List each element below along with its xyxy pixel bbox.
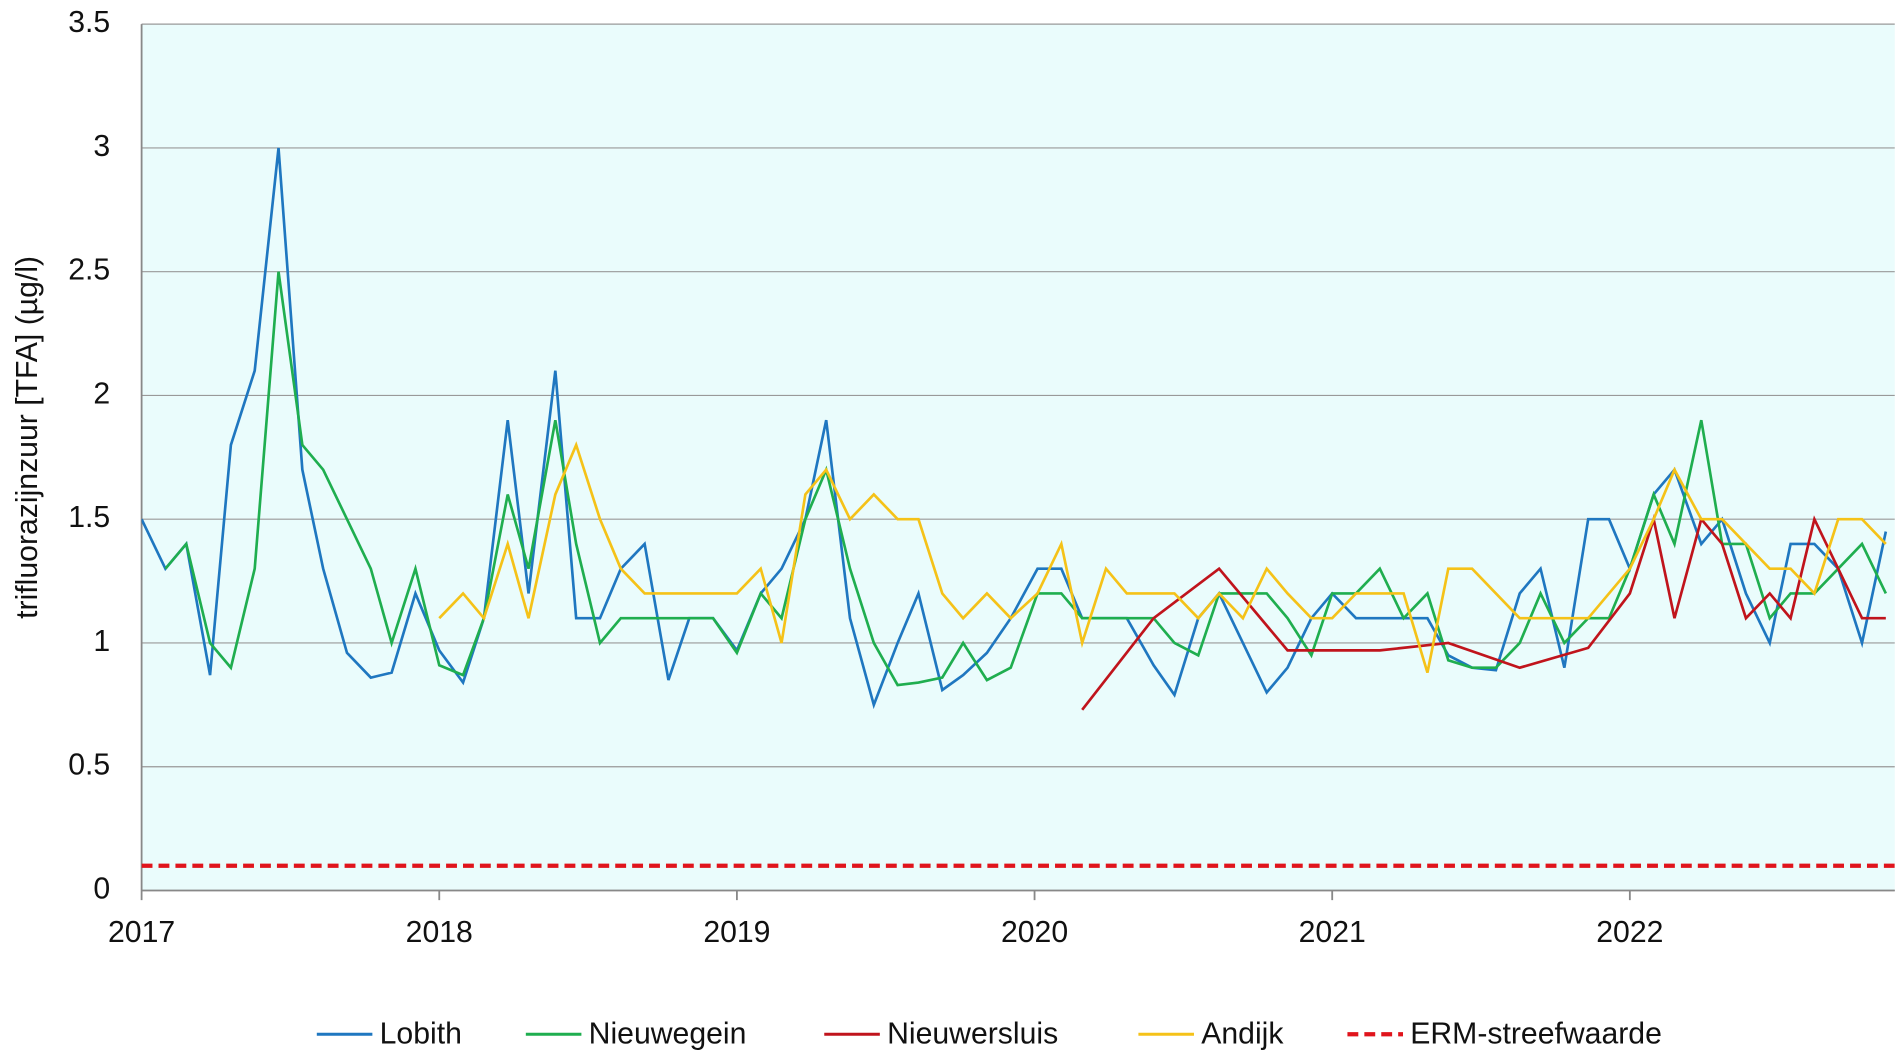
plot-background xyxy=(141,24,1895,891)
x-tick-label: 2022 xyxy=(1596,916,1663,949)
lines xyxy=(141,147,1895,868)
legend-label: Nieuwegein xyxy=(589,1017,747,1050)
legend-label: Andijk xyxy=(1201,1017,1284,1050)
x-tick-label: 2018 xyxy=(406,916,473,949)
x-tick-label: 2017 xyxy=(108,916,175,949)
y-axis-label: trifluorazijnzuur [TFA] (µg/l) xyxy=(11,256,44,619)
legend-label: ERM-streefwaarde xyxy=(1410,1017,1662,1050)
legend: Lobith Nieuwegein Nieuwersluis Andijk ERM-st… xyxy=(316,1017,1662,1050)
legend-label: Lobith xyxy=(380,1017,462,1050)
y-tick-label: 3 xyxy=(93,130,110,163)
y-tick-label: 2 xyxy=(93,377,110,410)
series-line xyxy=(1081,514,1886,711)
series-line xyxy=(164,271,1888,687)
x-tick-label: 2019 xyxy=(703,916,770,949)
x-tick-label: 2021 xyxy=(1299,916,1366,949)
y-tick-label: 1.5 xyxy=(68,501,110,534)
series-line xyxy=(438,441,1887,674)
y-tick-label: 0.5 xyxy=(68,749,110,782)
y-tick-label: 1 xyxy=(93,625,110,658)
y-tick-label: 0 xyxy=(93,872,110,905)
y-tick-label: 3.5 xyxy=(68,6,110,39)
y-tick-label: 2.5 xyxy=(68,254,110,287)
x-tick-label: 2020 xyxy=(1001,916,1068,949)
legend-label: Nieuwersluis xyxy=(887,1017,1058,1050)
